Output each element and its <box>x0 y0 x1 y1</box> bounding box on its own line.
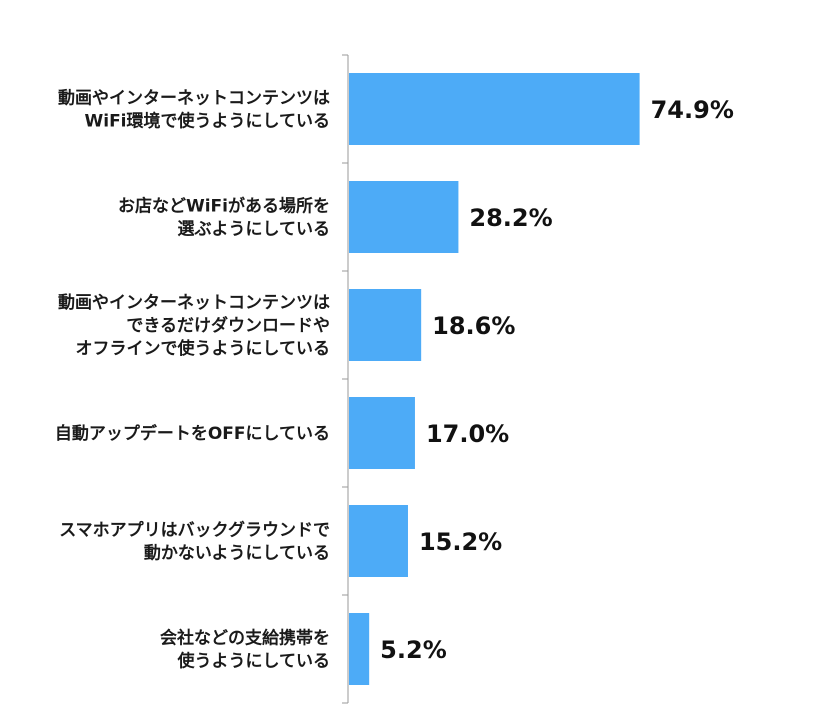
category-label-line: スマホアプリはバックグラウンドで <box>59 520 330 541</box>
category-label: 会社などの支給携帯を使うようにしている <box>160 628 330 672</box>
category-label: 動画やインターネットコンテンツはできるだけダウンロードやオフラインで使うようにし… <box>58 292 330 359</box>
category-label-line: 選ぶようにしている <box>178 220 331 240</box>
data-label: 15.2% <box>419 528 502 556</box>
bar <box>349 289 422 361</box>
category-label-line: 動画やインターネットコンテンツは <box>58 88 330 109</box>
data-label: 5.2% <box>380 636 447 664</box>
bar <box>349 505 408 577</box>
category-label: スマホアプリはバックグラウンドで動かないようにしている <box>59 520 330 564</box>
category-label-line: できるだけダウンロードや <box>126 315 330 336</box>
category-label: 動画やインターネットコンテンツは WiFi環境で使うようにしている <box>58 88 330 132</box>
data-label: 17.0% <box>426 420 509 448</box>
bar <box>349 613 370 685</box>
data-label: 74.9% <box>651 96 734 124</box>
category-label-line: お店などWiFiがある場所を <box>118 196 330 217</box>
category-label-line: オフラインで使うようにしている <box>76 338 331 359</box>
category-label-line: 動画やインターネットコンテンツは <box>58 292 330 313</box>
bar <box>349 73 640 145</box>
bar <box>349 181 459 253</box>
data-label: 18.6% <box>432 312 515 340</box>
category-label-line: 動かないようにしている <box>144 543 330 564</box>
bar <box>349 397 415 469</box>
category-label-line: 自動アップデートをOFFにしている <box>55 423 330 444</box>
category-label-line: 会社などの支給携帯を <box>160 628 330 649</box>
data-label: 28.2% <box>469 204 552 232</box>
category-label: 自動アップデートをOFFにしている <box>55 423 330 444</box>
category-label-line: WiFi環境で使うようにしている <box>84 111 330 132</box>
category-label: お店などWiFiがある場所を選ぶようにしている <box>118 196 330 240</box>
category-label-line: 使うようにしている <box>177 651 331 672</box>
